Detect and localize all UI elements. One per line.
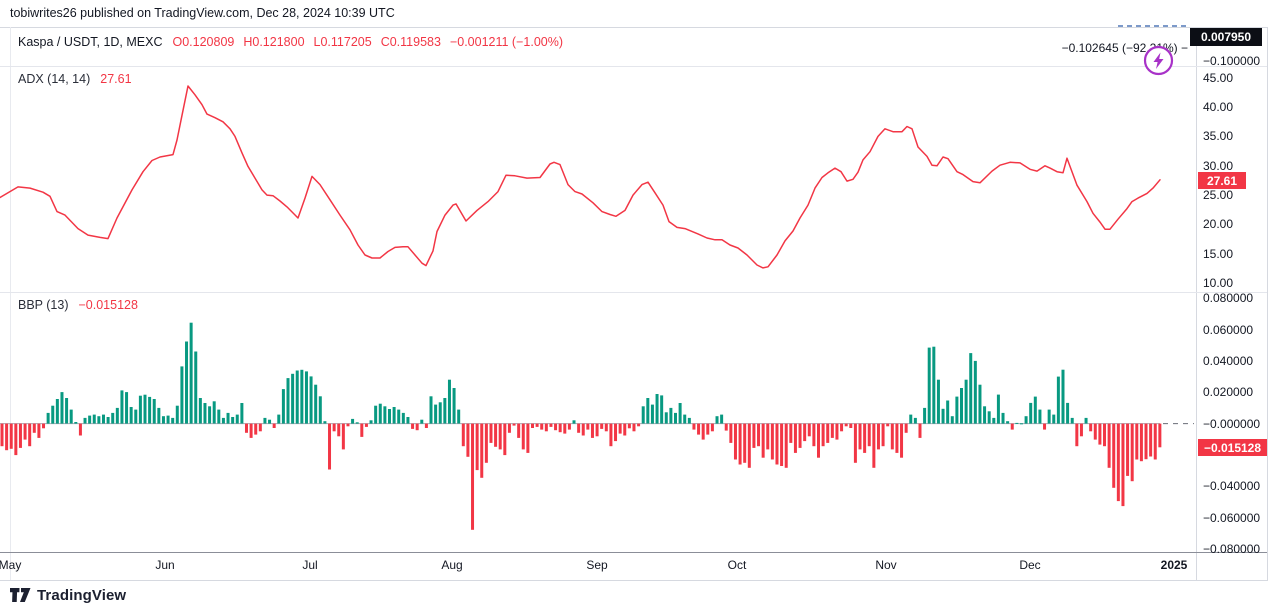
time-axis-month-label: Aug	[441, 558, 463, 572]
bbp-scale-tick: 0.080000	[1203, 291, 1254, 306]
bbp-value: −0.015128	[78, 298, 138, 312]
time-axis-month-label: Nov	[875, 558, 897, 572]
ohlc-values: O0.120809 H0.121800 L0.117205 C0.119583 −0.0…	[173, 35, 573, 49]
ohlc-part: H0.121800	[243, 35, 305, 49]
bbp-scale-tick: −0.040000	[1203, 479, 1261, 494]
ohlc-part: C0.119583	[380, 35, 441, 49]
adx-scale-tick: 35.00	[1203, 129, 1234, 144]
chart-frame-top-border	[0, 27, 1268, 28]
price-label-badge: 0.007950	[1190, 28, 1262, 46]
adx-scale-tick: 10.00	[1203, 276, 1234, 291]
tradingview-logo-icon	[10, 588, 31, 603]
time-axis-year-label: 2025	[1160, 558, 1188, 572]
adx-value: 27.61	[100, 72, 132, 86]
chart-frame-right-border	[1267, 27, 1268, 580]
bbp-scale-tick: −0.060000	[1203, 510, 1261, 525]
ohlc-part: −0.001211 (−1.00%)	[449, 35, 564, 49]
adx-scale-tick: 40.00	[1203, 100, 1234, 115]
time-axis-month-label: Jul	[302, 558, 318, 572]
tradingview-logo-text: TradingView	[37, 587, 127, 604]
pane-divider-price-adx	[0, 66, 1267, 67]
bbp-scale-tick: 0.040000	[1203, 353, 1254, 368]
time-axis-month-label: Oct	[727, 558, 747, 572]
price-scale-separator	[1196, 27, 1197, 580]
publish-attribution: tobiwrites26 published on TradingView.co…	[10, 6, 395, 20]
bbp-histogram-plot	[0, 322, 1194, 530]
adx-line-plot	[0, 85, 1161, 269]
adx-legend: ADX (14, 14) 27.61	[18, 72, 132, 86]
bbp-scale-tick: 0.060000	[1203, 322, 1254, 337]
adx-scale-tick: 25.00	[1203, 188, 1234, 203]
time-axis-month-label: Jun	[155, 558, 175, 572]
adx-scale-tick: 15.00	[1203, 246, 1234, 261]
left-gridline	[10, 27, 11, 580]
bbp-legend: BBP (13) −0.015128	[18, 298, 138, 312]
time-axis-month-label: May	[0, 558, 22, 572]
time-axis-month-label: Sep	[586, 558, 608, 572]
symbol-name: Kaspa / USDT, 1D, MEXC	[18, 35, 163, 49]
adx-scale-tick: 45.00	[1203, 70, 1234, 85]
bbp-value-badge: −0.015128	[1198, 439, 1267, 456]
symbol-legend: Kaspa / USDT, 1D, MEXC O0.120809 H0.121800…	[18, 35, 572, 49]
adx-scale-tick: 30.00	[1203, 158, 1234, 173]
adx-title: ADX (14, 14)	[18, 72, 91, 86]
pane-divider-adx-bbp	[0, 292, 1267, 293]
adx-scale-tick: 20.00	[1203, 217, 1234, 232]
bbp-scale-tick: 0.020000	[1203, 385, 1254, 400]
time-axis-month-label: Dec	[1019, 558, 1041, 572]
price-axis-label: −0.100000	[1203, 54, 1261, 68]
adx-value-badge: 27.61	[1198, 172, 1246, 189]
bbp-title: BBP (13)	[18, 298, 69, 312]
time-axis-border	[0, 552, 1267, 553]
tradingview-logo[interactable]: TradingView	[10, 587, 126, 604]
chart-frame-bottom-border	[0, 580, 1268, 581]
bbp-scale-tick: −0.000000	[1203, 416, 1261, 431]
ohlc-part: L0.117205	[313, 35, 372, 49]
ohlc-part: O0.120809	[172, 35, 235, 49]
lightning-icon[interactable]	[1143, 45, 1174, 76]
bbp-scale-tick: −0.080000	[1203, 541, 1261, 556]
price-dashed-line	[1118, 25, 1189, 27]
